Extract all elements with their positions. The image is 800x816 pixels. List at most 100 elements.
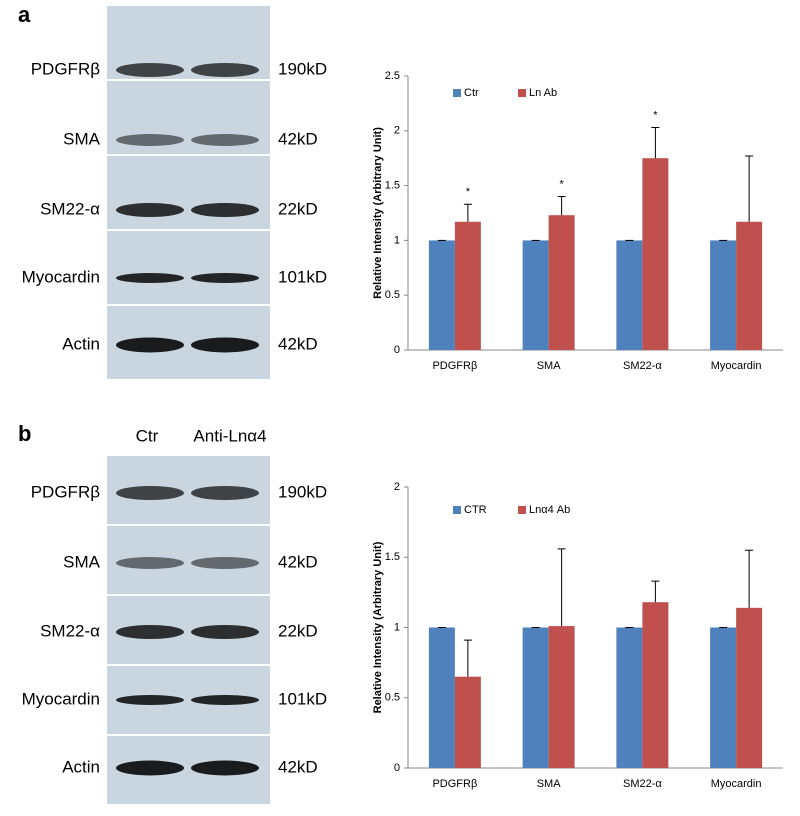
bar	[522, 240, 549, 350]
y-tick-label: 0	[394, 344, 400, 356]
lane-label: Anti-Lnα4	[193, 426, 266, 445]
size-label: 42kD	[278, 757, 318, 776]
size-label: 42kD	[278, 129, 318, 148]
blot-band	[191, 625, 259, 639]
y-tick-label: 2	[394, 481, 400, 493]
x-tick-label: PDGFRβ	[432, 778, 477, 790]
protein-label: Actin	[62, 334, 100, 353]
legend-swatch	[453, 506, 461, 514]
size-label: 190kD	[278, 482, 327, 501]
bar	[736, 607, 763, 768]
blot-band	[191, 337, 259, 353]
panel-label: a	[18, 2, 31, 27]
protein-label: Myocardin	[22, 689, 100, 708]
size-label: 22kD	[278, 199, 318, 218]
error-bar	[651, 580, 660, 603]
bar	[710, 627, 737, 768]
protein-label: PDGFRβ	[31, 482, 101, 501]
legend-swatch	[518, 89, 526, 97]
size-label: 101kD	[278, 689, 327, 708]
blot-band	[191, 134, 259, 146]
bar	[642, 602, 669, 768]
y-tick-label: 1	[394, 621, 400, 633]
blot-band	[116, 625, 184, 639]
bar	[522, 627, 549, 768]
error-bar	[463, 203, 472, 222]
blot-strip	[107, 231, 270, 304]
bar	[736, 221, 763, 350]
x-tick-label: PDGFRβ	[432, 360, 477, 372]
error-bar	[745, 549, 754, 608]
y-tick-label: 1	[394, 234, 400, 246]
y-axis-label: Relative Intensity (Arbitrary Unit)	[372, 541, 384, 713]
x-tick-label: Myocardin	[711, 778, 762, 790]
blot-band	[116, 695, 184, 705]
legend-label: Ctr	[464, 87, 479, 99]
protein-label: SMA	[63, 129, 101, 148]
blot-band	[191, 557, 259, 569]
error-bar	[557, 196, 566, 216]
y-tick-label: 2	[394, 125, 400, 137]
blot-strip	[107, 156, 270, 229]
protein-label: Myocardin	[22, 267, 100, 286]
bar	[428, 240, 455, 350]
x-tick-label: SMA	[537, 360, 562, 372]
bar	[642, 158, 669, 350]
blot-band	[191, 695, 259, 705]
legend-swatch	[518, 506, 526, 514]
bar	[454, 676, 481, 768]
legend-label: CTR	[464, 504, 487, 516]
bar	[548, 626, 575, 768]
y-tick-label: 1.5	[385, 551, 400, 563]
size-label: 42kD	[278, 552, 318, 571]
lane-label: Ctr	[136, 426, 159, 445]
blot-band	[191, 63, 259, 77]
blot-band	[116, 337, 184, 353]
bar	[428, 627, 455, 768]
bar	[616, 627, 643, 768]
blot-band	[116, 557, 184, 569]
y-axis-label: Relative Intensity (Arbitrary Unit)	[372, 127, 384, 299]
error-bar	[463, 639, 472, 677]
x-tick-label: SM22-α	[623, 360, 662, 372]
protein-label: Actin	[62, 757, 100, 776]
size-label: 190kD	[278, 59, 327, 78]
blot-band	[116, 134, 184, 146]
protein-label: SM22-α	[40, 199, 100, 218]
y-tick-label: 2.5	[385, 70, 400, 82]
protein-label: PDGFRβ	[31, 59, 101, 78]
size-label: 42kD	[278, 334, 318, 353]
panel-label: b	[18, 421, 31, 446]
bar	[454, 221, 481, 350]
legend-swatch	[453, 89, 461, 97]
blot-band	[191, 760, 259, 776]
protein-label: SM22-α	[40, 621, 100, 640]
error-bar	[557, 548, 566, 627]
significance-mark: *	[466, 186, 471, 198]
significance-mark: *	[559, 178, 564, 190]
error-bar	[651, 127, 660, 159]
blot-band	[191, 203, 259, 217]
x-tick-label: SMA	[537, 778, 562, 790]
size-label: 101kD	[278, 267, 327, 286]
bar	[710, 240, 737, 350]
blot-band	[116, 273, 184, 283]
error-bar	[745, 155, 754, 222]
blot-band	[116, 486, 184, 500]
legend-label: Ln Ab	[529, 87, 557, 99]
x-tick-label: Myocardin	[711, 360, 762, 372]
blot-band	[116, 63, 184, 77]
bar	[548, 215, 575, 350]
blot-band	[116, 760, 184, 776]
blot-band	[116, 203, 184, 217]
bar	[616, 240, 643, 350]
significance-mark: *	[653, 109, 658, 121]
blot-band	[191, 273, 259, 283]
legend-label: Lnα4 Ab	[529, 504, 570, 516]
y-tick-label: 0.5	[385, 289, 400, 301]
size-label: 22kD	[278, 621, 318, 640]
y-tick-label: 0	[394, 762, 400, 774]
y-tick-label: 1.5	[385, 180, 400, 192]
protein-label: SMA	[63, 552, 101, 571]
